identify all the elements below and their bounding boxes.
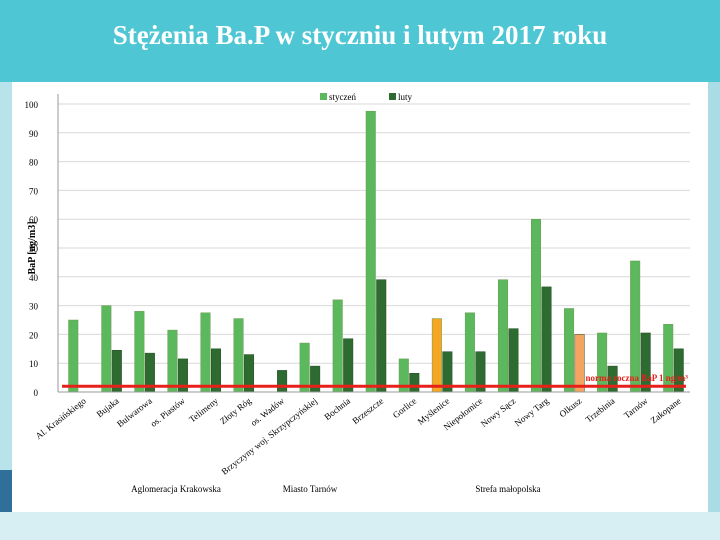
x-tick-label: Bochnia [322,396,352,422]
x-tick-label: Telimeny [187,395,220,424]
bottom-decorative-strip [0,512,720,540]
legend-label-luty: luty [398,92,413,102]
bar-luty [409,373,420,393]
y-tick-label: 10 [29,359,39,369]
bar-luty [310,365,321,393]
bar-styczen [431,318,442,393]
bar-styczen [564,308,575,393]
y-tick-label: 100 [25,100,39,110]
legend-swatch-luty [389,93,396,100]
bar-styczen [464,312,475,393]
bar-luty [574,334,585,393]
y-tick-label: 40 [29,273,39,283]
norm-line-label: norma roczna BaP 1 ng/m³ [585,373,688,383]
bar-styczen [597,332,608,393]
title-banner: Stężenia Ba.P w styczniu i lutym 2017 ro… [0,0,720,82]
bar-styczen [200,312,211,393]
x-tick-label: Tarnów [622,395,650,420]
y-tick-label: 90 [29,129,39,139]
x-tick-label: Trzebinia [584,396,617,425]
x-tick-label: Bulwarowa [115,396,154,429]
group-label: Strefa małopolska [475,484,540,494]
group-label: Aglomeracja Krakowska [131,484,221,494]
bar-styczen [134,311,145,393]
bar-styczen [101,305,112,393]
bar-luty [541,286,552,393]
y-tick-label: 70 [29,186,39,196]
bar-styczen [497,279,508,393]
y-tick-label: 0 [34,388,39,398]
bar-luty [343,338,354,393]
x-tick-label: Gorlice [391,396,418,421]
bar-styczen [332,299,343,393]
right-decorative-strip [708,82,720,540]
bar-luty [640,332,651,393]
y-tick-label: 50 [29,244,39,254]
bar-styczen [365,110,376,393]
bar-styczen [299,342,310,393]
left-decorative-strip [0,82,12,540]
bar-luty [508,328,519,393]
bar-styczen [167,329,178,393]
x-tick-label: Złoty Róg [218,395,254,426]
x-tick-label: Nowy Sącz [479,396,518,429]
legend-label-styczen: styczeń [329,92,356,102]
x-tick-label: Zakopane [649,396,683,426]
x-tick-label: Brzeszcze [350,396,385,426]
bar-styczen [68,319,79,393]
x-tick-label: Al. Krasińskiego [34,395,89,441]
bar-styczen [233,318,244,393]
y-tick-label: 60 [29,215,39,225]
x-tick-label: Olkusz [557,396,583,420]
group-label: Miasto Tarnów [283,484,338,494]
x-tick-label: os. Piastów [148,395,187,428]
x-tick-label: Bujaka [95,396,121,420]
x-tick-label: Nowy Targ [513,395,551,428]
legend-swatch-styczen [320,93,327,100]
bar-styczen [531,218,542,393]
bar-luty [376,279,387,393]
page-title: Stężenia Ba.P w styczniu i lutym 2017 ro… [112,20,608,50]
y-axis-title: BaP [ng/m3] [27,221,38,274]
y-tick-label: 80 [29,158,39,168]
y-tick-label: 30 [29,302,39,312]
y-tick-label: 20 [29,330,39,340]
bar-luty [277,370,288,393]
